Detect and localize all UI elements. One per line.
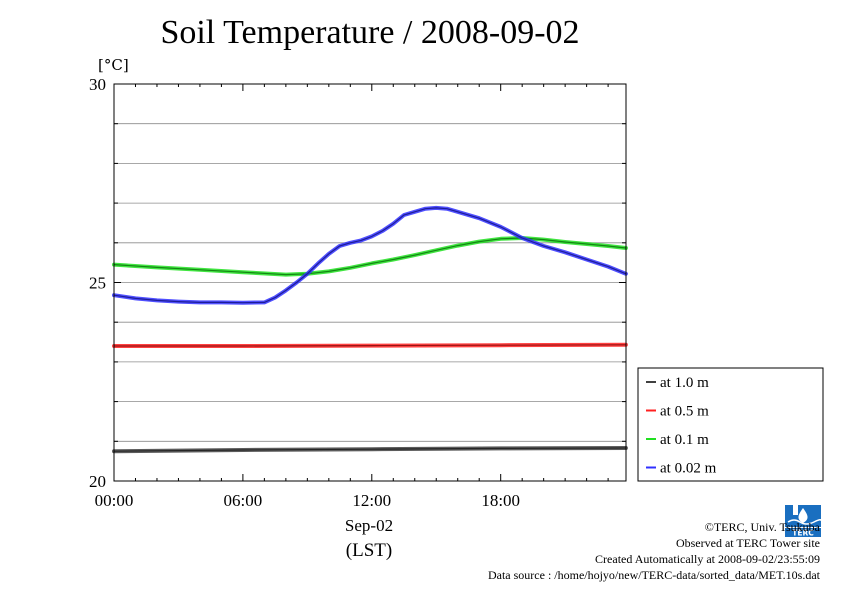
legend-label: at 1.0 m (660, 375, 709, 391)
svg-text:TERC: TERC (792, 529, 814, 538)
series-line-3 (112, 205, 628, 305)
legend-label: at 0.02 m (660, 461, 717, 477)
x-tick-label: 06:00 (224, 491, 263, 510)
copyright-text: ©TERC, Univ. Tsukuba (704, 520, 820, 534)
x-axis-timezone-label: (LST) (346, 540, 392, 561)
series-lines (112, 205, 628, 454)
chart-title: Soil Temperature / 2008-09-02 (160, 14, 580, 51)
x-axis-date-label: Sep-02 (345, 516, 393, 535)
grid-lines (114, 123, 626, 442)
credits-block: ©TERC, Univ. Tsukuba Observed at TERC To… (488, 519, 820, 583)
legend: at 1.0 m at 0.5 m at 0.1 m at 0.02 m (637, 367, 824, 482)
axis-ticks: 20 25 30 00:00 06:00 12:00 18:00 (89, 75, 626, 510)
legend-box (637, 367, 824, 482)
y-tick-label: 20 (89, 472, 106, 491)
legend-label: at 0.1 m (660, 432, 709, 448)
terc-logo-icon: TERC (785, 505, 822, 538)
series-core-3 (113, 207, 627, 304)
y-tick-label: 25 (89, 274, 106, 293)
created-timestamp-text: Created Automatically at 2008-09-02/23:5… (595, 552, 820, 566)
x-tick-label: 18:00 (481, 491, 520, 510)
x-tick-label: 00:00 (95, 491, 134, 510)
y-tick-label: 30 (89, 75, 106, 94)
y-axis-unit-label: [°C] (98, 56, 129, 74)
series-core-0 (113, 447, 626, 452)
series-core-1 (114, 344, 626, 347)
data-source-text: Data source : /home/hojyo/new/TERC-data/… (487, 568, 820, 582)
legend-label: at 0.5 m (660, 404, 709, 420)
x-tick-label: 12:00 (352, 491, 391, 510)
observed-site-text: Observed at TERC Tower site (675, 536, 820, 550)
series-core-2 (113, 237, 626, 276)
